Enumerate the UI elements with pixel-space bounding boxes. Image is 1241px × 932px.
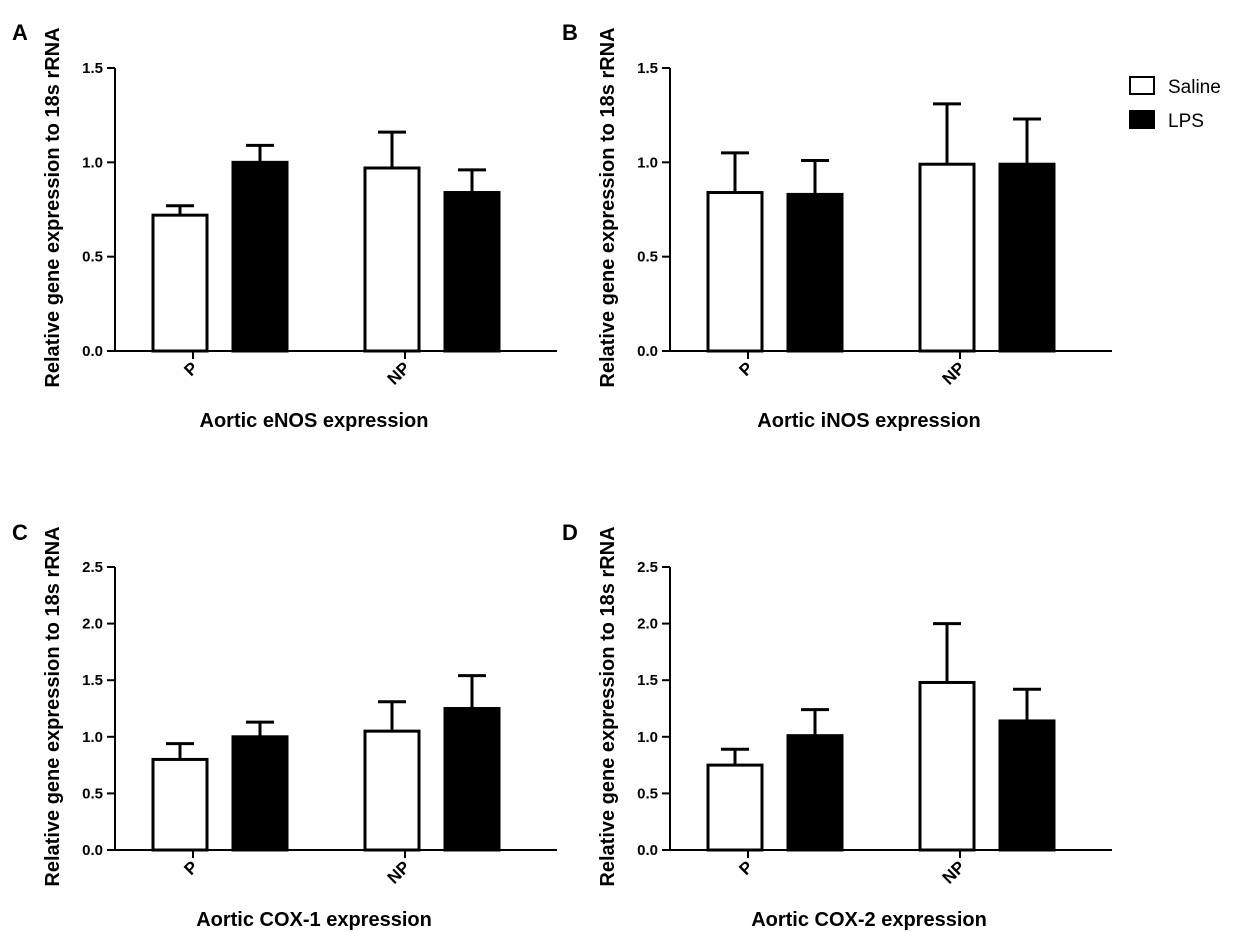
bar (231, 735, 289, 852)
legend-swatch-lps (1129, 110, 1155, 129)
x-tick-label: NP (939, 857, 969, 887)
x-axis-title: Aortic COX-1 expression (196, 909, 432, 931)
y-tick-label: 0.5 (82, 785, 103, 802)
legend-label-lps: LPS (1168, 111, 1204, 132)
legend: Saline LPS (1129, 76, 1221, 132)
y-tick-label: 0.5 (82, 249, 103, 266)
y-tick-label: 1.0 (82, 154, 103, 171)
x-tick-label: P (180, 857, 201, 878)
x-tick-label: NP (939, 358, 969, 388)
y-tick-label: 1.5 (637, 672, 658, 689)
x-axis-title: Aortic iNOS expression (757, 410, 980, 432)
y-tick-label: 1.0 (82, 729, 103, 746)
panel-letter: C (12, 520, 28, 545)
y-tick-label: 0.5 (637, 785, 658, 802)
bar (786, 734, 844, 852)
x-axis-title: Aortic eNOS expression (200, 410, 429, 432)
bar (706, 763, 764, 852)
y-tick-label: 2.5 (637, 559, 658, 576)
y-tick-label: 0.5 (637, 249, 658, 266)
chart-panel-a: A 0.0 0.5 1.0 1.5 P NP Aortic eNOS expression Re… (12, 20, 557, 432)
y-tick-label: 0.0 (82, 343, 103, 360)
bar (998, 719, 1056, 852)
bar (363, 166, 421, 353)
legend-label-saline: Saline (1168, 77, 1221, 98)
chart-panel-b: B 0.0 0.5 1.0 1.5 P NP Aortic iNOS expression Re… (562, 20, 1112, 432)
panels: A 0.0 0.5 1.0 1.5 P NP Aortic eNOS expression Re… (12, 20, 1112, 931)
bar (231, 160, 289, 353)
bar (918, 680, 976, 852)
x-tick-label: P (735, 358, 756, 379)
bar (786, 192, 844, 353)
y-tick-label: 0.0 (637, 842, 658, 859)
x-axis-title: Aortic COX-2 expression (751, 909, 987, 931)
y-tick-label: 0.0 (82, 842, 103, 859)
y-tick-label: 1.0 (637, 729, 658, 746)
y-tick-label: 2.0 (82, 616, 103, 633)
x-tick-label: P (735, 857, 756, 878)
bar (443, 191, 501, 353)
x-tick-label: P (180, 358, 201, 379)
y-tick-label: 1.5 (82, 60, 103, 77)
bar (998, 162, 1056, 353)
y-axis-title: Relative gene expression to 18s rRNA (597, 27, 619, 387)
bar (918, 162, 976, 353)
bar (706, 191, 764, 353)
chart-panel-c: C 0.0 0.5 1.0 1.5 2.0 2.5 P NP Aortic COX-1 expre… (12, 520, 557, 931)
bar (151, 757, 209, 852)
bar (443, 707, 501, 852)
y-axis-title: Relative gene expression to 18s rRNA (597, 526, 619, 886)
legend-swatch-saline (1129, 76, 1155, 95)
x-tick-label: NP (384, 358, 414, 388)
y-tick-label: 1.5 (637, 60, 658, 77)
y-tick-label: 2.5 (82, 559, 103, 576)
bar (363, 729, 421, 852)
y-tick-label: 2.0 (637, 616, 658, 633)
y-tick-label: 0.0 (637, 343, 658, 360)
chart-panel-d: D 0.0 0.5 1.0 1.5 2.0 2.5 P NP Aortic COX-2 expre… (562, 520, 1112, 931)
bar (151, 213, 209, 353)
y-tick-label: 1.5 (82, 672, 103, 689)
y-axis-title: Relative gene expression to 18s rRNA (42, 526, 64, 886)
y-tick-label: 1.0 (637, 154, 658, 171)
panel-letter: D (562, 520, 578, 545)
panel-letter: B (562, 20, 578, 45)
x-tick-label: NP (384, 857, 414, 887)
panel-letter: A (12, 20, 28, 45)
y-axis-title: Relative gene expression to 18s rRNA (42, 27, 64, 387)
